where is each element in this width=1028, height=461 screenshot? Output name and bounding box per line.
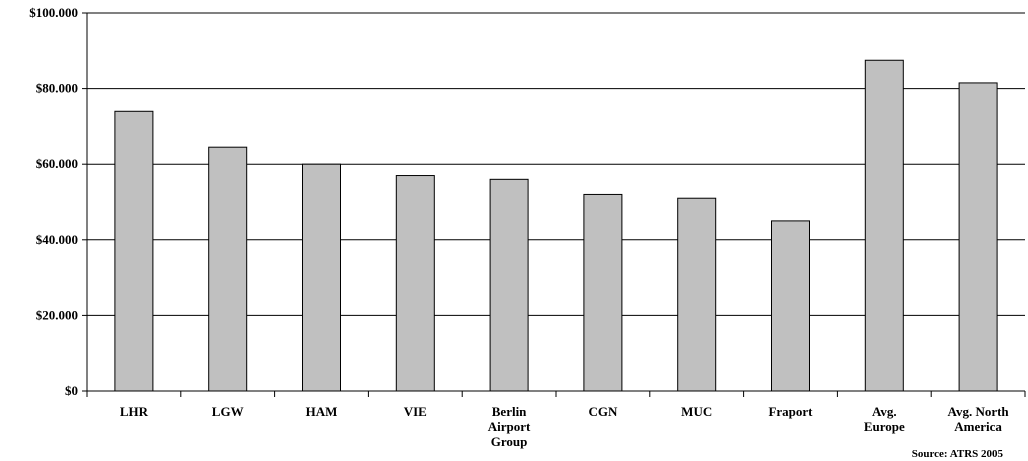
bar	[489, 178, 529, 392]
source-note: Source: ATRS 2005	[912, 448, 1004, 460]
x-category-label: MUC	[681, 404, 712, 419]
bar	[302, 163, 341, 392]
bar	[395, 175, 435, 392]
x-category-label: CGN	[588, 404, 618, 419]
y-tick-label: $100.000	[29, 5, 78, 20]
y-tick-label: $40.000	[36, 232, 78, 247]
x-category-label: LGW	[212, 404, 244, 419]
x-category-label: Avg. Europe	[864, 404, 905, 434]
bars	[114, 59, 998, 392]
y-tick-label: $80.000	[36, 81, 78, 96]
y-tick-label: $0	[65, 383, 78, 398]
x-category-label: Fraport	[768, 404, 813, 419]
x-category-label: HAM	[306, 404, 338, 419]
bar	[114, 110, 154, 392]
x-category-label: Avg. North America	[948, 404, 1010, 434]
y-tick-label: $60.000	[36, 156, 78, 171]
bar	[771, 220, 810, 392]
x-category-label: LHR	[120, 404, 149, 419]
bar	[864, 59, 904, 392]
bar	[583, 193, 623, 392]
y-tick-label: $20.000	[36, 307, 78, 322]
bar	[208, 146, 248, 392]
bar	[958, 82, 998, 392]
x-category-label: VIE	[404, 404, 427, 419]
x-axis: LHR LGW HAM VIE Berlin Airport Group CGN MUC Frap…	[86, 390, 1026, 449]
x-category-label: Berlin Airport Group	[488, 404, 531, 449]
y-axis: $0 $20.000 $40.000 $60.000 $80.000 $100.000	[29, 5, 88, 398]
bar	[677, 197, 717, 392]
